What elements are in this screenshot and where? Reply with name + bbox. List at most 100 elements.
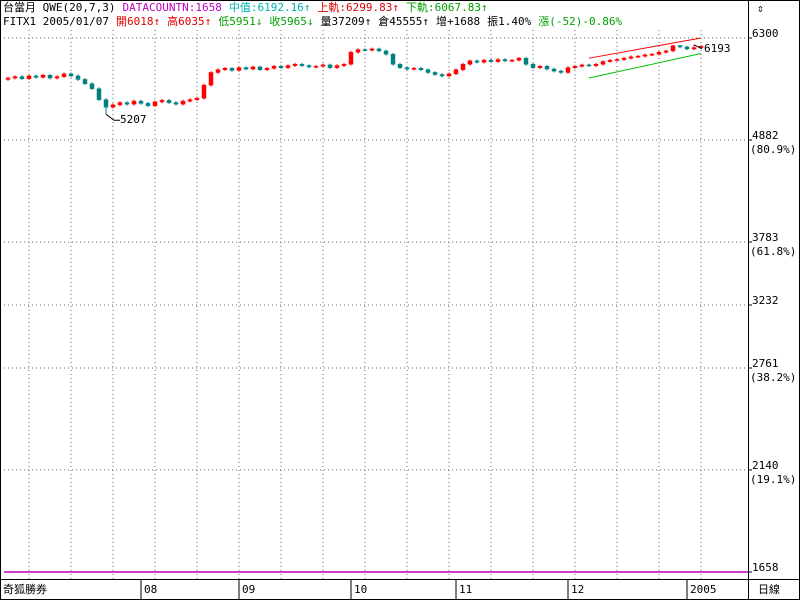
header-item: 下軌:6067.83↑: [406, 0, 488, 14]
candle-body: [523, 57, 529, 65]
y-tick-note: (61.8%): [750, 245, 796, 258]
candle-body: [670, 45, 676, 52]
candle-body: [131, 100, 137, 105]
header-item: 開6018↑: [116, 15, 160, 28]
candle-body: [5, 77, 11, 80]
candle-body: [495, 59, 501, 62]
candle-body: [236, 67, 242, 71]
candle-body: [565, 67, 571, 73]
candle-body: [600, 61, 606, 65]
candle-body: [677, 45, 683, 48]
candle-body: [530, 63, 536, 68]
candle-body: [159, 100, 165, 103]
annotation-leader: [693, 44, 703, 50]
y-tick-label: 3232: [752, 294, 779, 307]
candle-body: [110, 104, 116, 108]
candle-body: [201, 84, 207, 99]
candle-body: [474, 60, 480, 63]
channel-line: [588, 37, 702, 59]
candle-body: [439, 74, 445, 77]
candle-body: [355, 49, 361, 53]
x-tick-label: 11: [459, 583, 472, 596]
candle-body: [334, 65, 340, 68]
header-line: FITX1 2005/01/07 開6018↑ 高6035↑ 低5951↓ 收5965↓…: [3, 14, 622, 28]
candle-body: [558, 70, 564, 73]
candle-body: [460, 63, 466, 70]
candle-body: [292, 63, 298, 66]
y-tick-label: 2761: [752, 357, 779, 370]
candle-body: [40, 74, 46, 78]
candle-body: [467, 60, 473, 65]
candle-body: [222, 68, 228, 70]
y-tick-note: (19.1%): [750, 473, 796, 486]
y-tick-label: 1658: [752, 561, 779, 574]
candle-body: [250, 66, 256, 70]
candle-body: [418, 68, 424, 70]
x-tick-label: 2005: [690, 583, 717, 596]
candle-body: [348, 51, 354, 65]
candle-body: [327, 64, 333, 68]
x-tick-label: 10: [354, 583, 367, 596]
scroll-icon[interactable]: ⇕: [757, 2, 764, 15]
candle-body: [502, 59, 508, 62]
candle-body: [579, 64, 585, 67]
candle-body: [264, 68, 270, 70]
channel-line: [588, 53, 702, 79]
candle-body: [341, 63, 347, 66]
header-item: 低5951↓: [218, 15, 262, 28]
candle-body: [19, 76, 25, 79]
header-item: 上軌:6299.83↑: [317, 0, 399, 14]
candle-body: [89, 83, 95, 89]
y-tick-note: (80.9%): [750, 143, 796, 156]
corner-left: 奇狐勝券: [3, 582, 47, 596]
candle-body: [397, 63, 403, 68]
header-line: 台當月 QWE(20,7,3) DATACOUNTN:1658 中值:6192.16…: [3, 0, 488, 14]
candle-body: [124, 102, 130, 105]
candle-body: [390, 53, 396, 65]
annotation-label: 6193: [704, 42, 731, 55]
candle-body: [691, 47, 697, 50]
candle-body: [26, 75, 32, 79]
annotation-leader: [105, 113, 120, 121]
candle-body: [369, 48, 375, 51]
candle-body: [656, 51, 662, 55]
candle-body: [425, 69, 431, 73]
candle-body: [586, 64, 592, 67]
candle-body: [173, 102, 179, 105]
candle-body: [257, 66, 263, 70]
x-tick-label: 08: [144, 583, 157, 596]
candle-body: [551, 68, 557, 72]
candle-body: [82, 79, 88, 84]
candle-body: [138, 100, 144, 104]
x-tick-label: 12: [571, 583, 584, 596]
candle-body: [194, 97, 200, 100]
header-item: 收5965↓: [269, 14, 313, 28]
candle-body: [488, 59, 494, 62]
candle-body: [607, 59, 613, 62]
candle-body: [68, 73, 74, 77]
header-item: 倉45555↑: [378, 14, 429, 28]
candle-body: [537, 66, 543, 68]
candle-body: [278, 66, 284, 68]
y-tick-label: 3783: [752, 231, 779, 244]
candle-body: [313, 66, 319, 68]
candle-body: [61, 73, 67, 77]
candle-body: [215, 69, 221, 73]
candle-body: [166, 100, 172, 103]
candle-body: [614, 59, 620, 61]
header-item: 中值:6192.16↑: [229, 1, 311, 14]
candle-body: [362, 49, 368, 51]
candle-body: [152, 101, 158, 106]
candle-body: [208, 72, 214, 86]
candle-body: [306, 65, 312, 68]
candle-body: [453, 69, 459, 75]
candle-body: [243, 67, 249, 70]
candle-body: [446, 73, 452, 77]
header-item: FITX1 2005/01/07: [3, 15, 109, 28]
candle-body: [663, 50, 669, 53]
y-tick-label: 6300: [752, 27, 779, 40]
candle-body: [628, 56, 634, 59]
candle-body: [544, 66, 550, 70]
